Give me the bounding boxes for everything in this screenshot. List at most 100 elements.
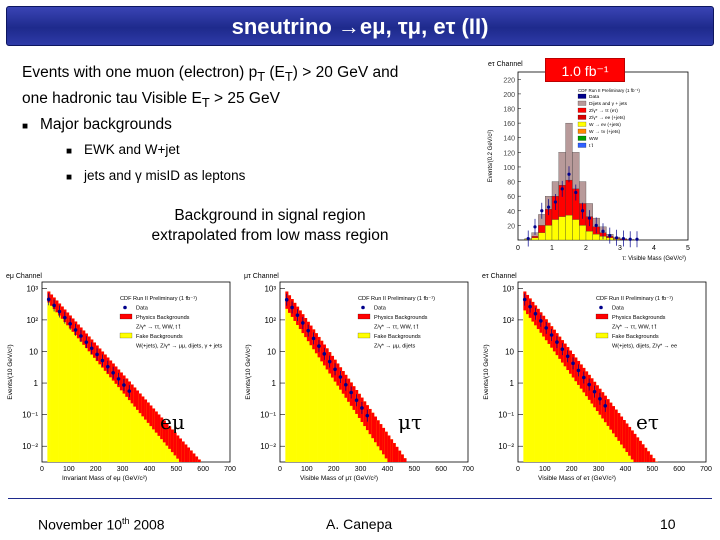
y-tick-label: 10⁻² [22, 442, 38, 451]
physics-bkg-bar [325, 348, 329, 370]
physics-bkg-bar [178, 438, 182, 462]
physics-bkg-bar [382, 427, 386, 455]
fake-bkg-bar [111, 363, 115, 462]
legend-entry: Data [374, 306, 387, 312]
fake-bkg-bar [555, 333, 559, 462]
physics-bkg-bar [628, 426, 632, 456]
fake-bkg-bar [103, 354, 107, 462]
y-tick-label: 10⁻¹ [498, 411, 514, 420]
x-tick-label: 1 [550, 245, 554, 252]
y-tick-label: 10 [267, 347, 276, 356]
physics-bkg-bar [400, 454, 404, 462]
fake-bkg-bar [149, 405, 153, 462]
bullet-major: ■ Major backgrounds [22, 114, 398, 138]
x-tick-label: 0 [40, 466, 44, 473]
fake-bkg-bar [547, 322, 551, 462]
fake-bkg-bar [109, 360, 113, 462]
physics-bkg-bar [371, 412, 375, 439]
fake-bkg-bar [117, 369, 121, 462]
fake-bkg-bar [539, 312, 543, 462]
physics-bkg-bar [309, 325, 313, 346]
fake-bkg-bar [314, 333, 318, 462]
physics-bkg-bar [387, 435, 391, 462]
physics-bkg-bar [331, 355, 335, 378]
physics-bkg-bar [93, 342, 97, 358]
legend-entry: Fake Backgrounds [136, 334, 183, 340]
plot-top-right: eτ Channel 20 40 60 80 100 120 140 160 180 200 220 0… [484, 54, 716, 276]
physics-bkg-bar [192, 453, 196, 462]
y-axis-label: Events/(10 GeV/c²) [245, 344, 252, 399]
physics-bkg-bar [320, 340, 324, 362]
legend-entry: Z/γ* → μμ, dijets [374, 344, 415, 350]
fake-bkg-bar [58, 303, 62, 462]
physics-bkg-bar [141, 396, 145, 417]
fake-bkg-bar [154, 411, 158, 462]
fake-bkg-bar [68, 315, 72, 462]
fake-bkg-bar [152, 408, 156, 462]
legend-entry: Z/γ* → ττ, WW, t t̄ [136, 324, 181, 331]
fake-bkg-bar [296, 306, 300, 462]
physics-bkg-bar [630, 430, 634, 460]
physics-bkg-bar [558, 336, 562, 359]
x-tick-label: 2 [584, 245, 588, 252]
physics-bkg-bar [579, 364, 583, 389]
fake-bkg-bar [293, 302, 297, 462]
legend-swatch [119, 313, 133, 320]
physics-bkg-bar [162, 420, 166, 443]
bullet-square-icon: ■ [66, 172, 73, 184]
fake-bkg-bar [136, 390, 139, 462]
physics-bkg-bar [119, 372, 123, 391]
fake-bkg-bar [363, 401, 367, 462]
physics-bkg-bar [606, 399, 610, 426]
physics-bkg-bar [195, 456, 199, 462]
physics-bkg-bar [652, 458, 656, 462]
x-tick-label: 500 [646, 466, 658, 473]
fake-bkg-bar [74, 321, 78, 462]
histogram-bar [538, 232, 546, 241]
fake-bkg-bar [50, 294, 54, 462]
legend-swatch [357, 332, 371, 339]
x-tick-label: 200 [566, 466, 578, 473]
fake-bkg-bar [312, 329, 316, 462]
fake-bkg-bar [328, 352, 332, 462]
legend-entry: Z/γ* → ττ, WW, t t̄ [374, 324, 419, 331]
physics-bkg-bar [130, 384, 134, 404]
y-tick-label: 100 [503, 165, 515, 172]
luminosity-badge: 1.0 fb⁻¹ [545, 58, 625, 82]
x-tick-label: 400 [620, 466, 632, 473]
physics-bkg-bar [87, 336, 91, 352]
fake-bkg-bar [146, 402, 150, 462]
physics-bkg-bar [55, 300, 59, 313]
x-tick-label: 100 [63, 466, 75, 473]
physics-bkg-bar [614, 409, 618, 438]
physics-bkg-bar [395, 446, 399, 462]
legend-entry: Data [612, 306, 625, 312]
fake-bkg-bar [526, 294, 530, 462]
y-tick-label: 10³ [502, 284, 514, 293]
fake-bkg-bar [309, 325, 313, 462]
physics-bkg-bar [136, 390, 139, 410]
fake-bkg-bar [590, 378, 594, 462]
physics-bkg-bar [114, 366, 118, 384]
physics-bkg-bar [649, 454, 653, 462]
x-tick-label: 700 [700, 466, 712, 473]
physics-bkg-bar [357, 393, 361, 418]
footer-rule [8, 498, 712, 499]
fake-bkg-bar [336, 363, 340, 462]
physics-bkg-bar [76, 324, 80, 339]
physics-bkg-bar [109, 360, 113, 378]
fake-bkg-bar [598, 388, 602, 462]
legend-swatch [595, 332, 609, 339]
fake-bkg-bar [349, 382, 353, 462]
bullet-square-icon: ■ [22, 121, 29, 133]
legend-entry: W → τν (+jets) [589, 129, 620, 135]
physics-bkg-bar [314, 333, 318, 354]
fake-bkg-bar [587, 374, 591, 462]
physics-bkg-bar [376, 420, 380, 447]
x-tick-label: 600 [197, 466, 209, 473]
legend-entry: Physics Backgrounds [612, 315, 666, 321]
fake-bkg-bar [347, 378, 351, 462]
legend-entry: Fake Backgrounds [612, 334, 659, 340]
plot-title: μτ Channel [244, 273, 279, 280]
y-tick-label: 10² [264, 316, 276, 325]
